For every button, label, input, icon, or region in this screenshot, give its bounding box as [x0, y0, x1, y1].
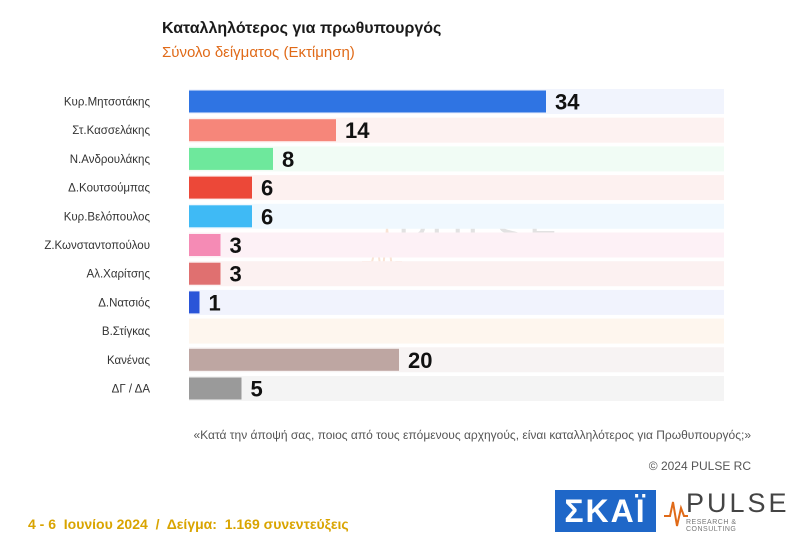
copyright-text: © 2024 PULSE RC — [648, 459, 751, 473]
skai-logo: ΣΚΑΪ — [555, 490, 656, 532]
data-label: 8 — [282, 147, 294, 172]
pulse-logo-tagline: RESEARCH & CONSULTING — [686, 519, 737, 533]
chart-title: Καταλληλότερος για πρωθυπουργός — [162, 20, 442, 37]
data-label: 3 — [230, 262, 242, 287]
category-label: Ν.Ανδρουλάκης — [70, 154, 151, 166]
bar-row-background — [189, 175, 724, 201]
category-label: Δ.Κουτσούμπας — [68, 183, 150, 195]
pulse-heartbeat-icon — [664, 501, 688, 527]
bar-row-background — [189, 261, 724, 287]
bar — [189, 90, 546, 113]
bar — [189, 234, 221, 256]
bar-row-background — [189, 146, 724, 172]
category-label: Δ.Νατσιός — [98, 297, 150, 309]
bar-row-background — [189, 203, 724, 229]
bar-row-background — [189, 318, 724, 344]
bar — [189, 348, 399, 371]
bar-row-background — [189, 232, 724, 258]
bar-row-background — [189, 376, 724, 401]
data-label: 6 — [261, 204, 273, 229]
pulse-logo: PULSE RESEARCH & CONSULTING — [664, 488, 787, 534]
bar — [189, 377, 242, 400]
data-label: 3 — [230, 233, 242, 258]
bar — [189, 176, 252, 199]
bar — [189, 205, 252, 228]
data-label: 5 — [251, 377, 263, 402]
bar — [189, 147, 273, 170]
bar — [189, 262, 221, 285]
bar — [189, 119, 336, 142]
bar — [189, 291, 200, 314]
category-label: Στ.Κασσελάκης — [72, 125, 150, 137]
category-label: Κυρ.Μητσοτάκης — [64, 97, 151, 109]
category-label: Κανένας — [107, 355, 150, 367]
data-label: 1 — [209, 290, 221, 315]
data-label: 14 — [345, 118, 370, 143]
bar-chart: PULSE Κυρ.Μητσοτάκης34Στ.Κασσελάκης14Ν.Α… — [44, 89, 724, 402]
bar-row-background — [189, 289, 724, 315]
data-label: 20 — [408, 348, 432, 373]
category-label: Ζ.Κωνσταντοπούλου — [44, 240, 150, 252]
category-label: Αλ.Χαρίτσης — [87, 269, 151, 281]
survey-question: «Κατά την άποψή σας, ποιος από τους επόμ… — [193, 428, 752, 442]
survey-dates-footer: 4 - 6 Ιουνίου 2024 / Δείγμα: 1.169 συνεν… — [28, 516, 349, 532]
data-label: 6 — [261, 176, 273, 201]
chart-subtitle: Σύνολο δείγματος (Εκτίμηση) — [162, 44, 355, 61]
category-label: Κυρ.Βελόπουλος — [64, 211, 151, 223]
pulse-logo-word: PULSE — [686, 488, 787, 518]
category-label: ΔΓ / ΔΑ — [112, 384, 151, 396]
category-label: Β.Στίγκας — [102, 326, 151, 338]
data-label: 34 — [555, 90, 580, 115]
